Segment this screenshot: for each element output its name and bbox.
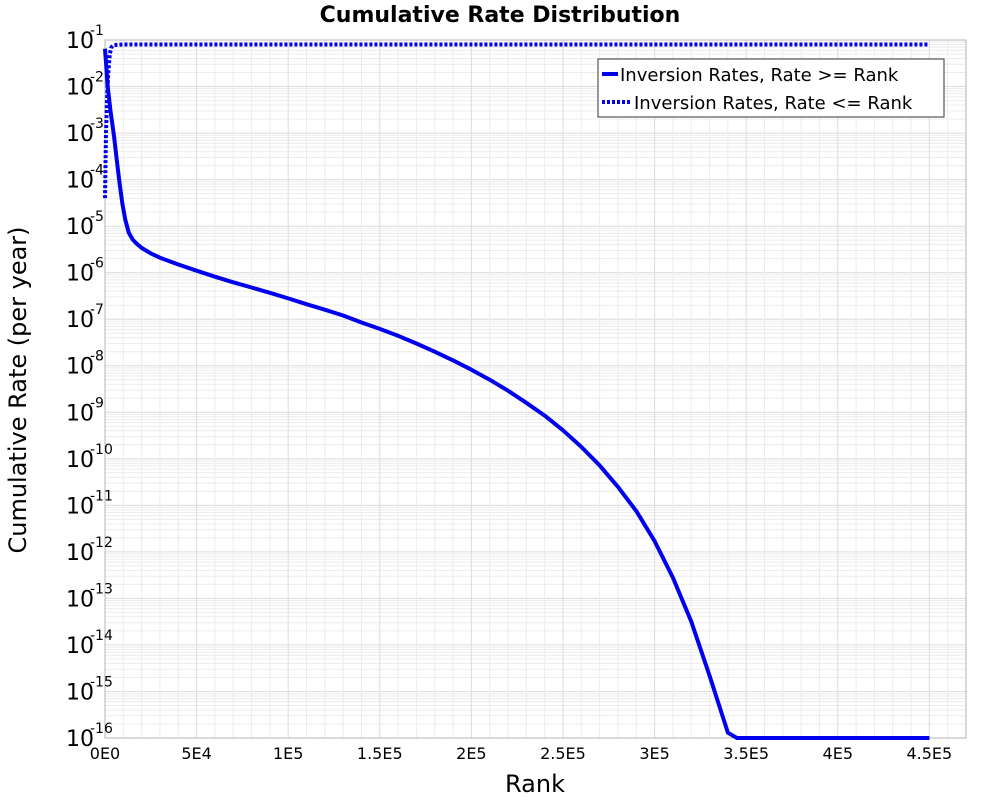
y-tick-base: 10 — [66, 494, 94, 519]
x-tick-label: 3.5E5 — [723, 744, 769, 763]
y-tick-exponent: -14 — [90, 628, 113, 644]
y-tick-base: 10 — [66, 29, 94, 54]
y-tick-label: 10-2 — [66, 70, 104, 101]
legend-box — [597, 58, 945, 118]
y-tick-label: 10-16 — [66, 721, 113, 752]
y-tick-label: 10-15 — [66, 674, 113, 705]
y-tick-base: 10 — [66, 401, 94, 426]
x-tick-label: 1E5 — [273, 744, 303, 763]
y-tick-base: 10 — [66, 680, 94, 705]
y-tick-exponent: -5 — [90, 209, 104, 225]
y-tick-label: 10-7 — [66, 302, 104, 333]
y-tick-base: 10 — [66, 308, 94, 333]
x-tick-label: 1.5E5 — [357, 744, 403, 763]
x-tick-labels: 0E0 5E4 1E5 1.5E5 2E5 2.5E5 3E5 3.5E5 4E5 4.5E5 — [90, 744, 952, 763]
y-tick-label: 10-5 — [66, 209, 104, 240]
y-tick-exponent: -8 — [90, 349, 104, 365]
y-tick-label: 10-6 — [66, 256, 104, 287]
y-tick-base: 10 — [66, 169, 94, 194]
legend-label-solid: Inversion Rates, Rate >= Rank — [620, 65, 899, 86]
y-tick-base: 10 — [66, 587, 94, 612]
y-tick-label: 10-9 — [66, 395, 104, 426]
y-tick-exponent: -2 — [90, 70, 104, 86]
x-tick-label: 3E5 — [639, 744, 669, 763]
x-tick-label: 2.5E5 — [540, 744, 586, 763]
y-tick-exponent: -15 — [90, 674, 113, 690]
y-tick-base: 10 — [66, 634, 94, 659]
y-tick-exponent: -6 — [90, 256, 104, 272]
chart-title: Cumulative Rate Distribution — [320, 3, 681, 28]
y-tick-exponent: -13 — [90, 581, 113, 597]
legend: Inversion Rates, Rate >= Rank Inversion … — [597, 58, 945, 118]
y-tick-exponent: -16 — [90, 721, 113, 737]
series-line-rate-le-rank — [103, 42, 930, 199]
series-line-rate-ge-rank — [103, 48, 930, 740]
x-tick-label: 2E5 — [456, 744, 486, 763]
y-tick-label: 10-8 — [66, 349, 104, 380]
y-tick-label: 10-1 — [66, 23, 104, 54]
y-tick-exponent: -1 — [90, 23, 104, 39]
x-tick-label: 5E4 — [181, 744, 211, 763]
y-tick-exponent: -9 — [90, 395, 104, 411]
y-tick-label: 10-11 — [66, 488, 113, 519]
y-tick-exponent: -11 — [90, 488, 113, 504]
y-tick-base: 10 — [66, 76, 94, 101]
y-axis-label: Cumulative Rate (per year) — [4, 226, 32, 553]
x-tick-label: 4.5E5 — [906, 744, 952, 763]
y-tick-base: 10 — [66, 727, 94, 752]
y-tick-base: 10 — [66, 541, 94, 566]
grid — [104, 40, 967, 739]
y-tick-base: 10 — [66, 448, 94, 473]
y-tick-label: 10-14 — [66, 628, 113, 659]
y-tick-label: 10-4 — [66, 163, 104, 194]
y-tick-label: 10-12 — [66, 535, 113, 566]
plot-area-frame — [104, 39, 967, 739]
series-layer — [103, 42, 930, 740]
legend-label-dotted: Inversion Rates, Rate <= Rank — [634, 93, 913, 114]
y-tick-exponent: -10 — [90, 442, 113, 458]
y-tick-base: 10 — [66, 122, 94, 147]
y-tick-base: 10 — [66, 262, 94, 287]
x-tick-label: 0E0 — [90, 744, 120, 763]
y-tick-base: 10 — [66, 355, 94, 380]
y-tick-label: 10-13 — [66, 581, 113, 612]
y-tick-exponent: -4 — [90, 163, 104, 179]
y-tick-label: 10-3 — [66, 116, 104, 147]
y-tick-exponent: -12 — [90, 535, 113, 551]
y-tick-labels: 10-110-210-310-410-510-610-710-810-910-1… — [66, 23, 113, 752]
y-tick-base: 10 — [66, 215, 94, 240]
y-tick-exponent: -7 — [90, 302, 104, 318]
x-tick-label: 4E5 — [823, 744, 853, 763]
y-tick-exponent: -3 — [90, 116, 104, 132]
x-axis-label: Rank — [505, 770, 565, 798]
y-tick-label: 10-10 — [66, 442, 113, 473]
